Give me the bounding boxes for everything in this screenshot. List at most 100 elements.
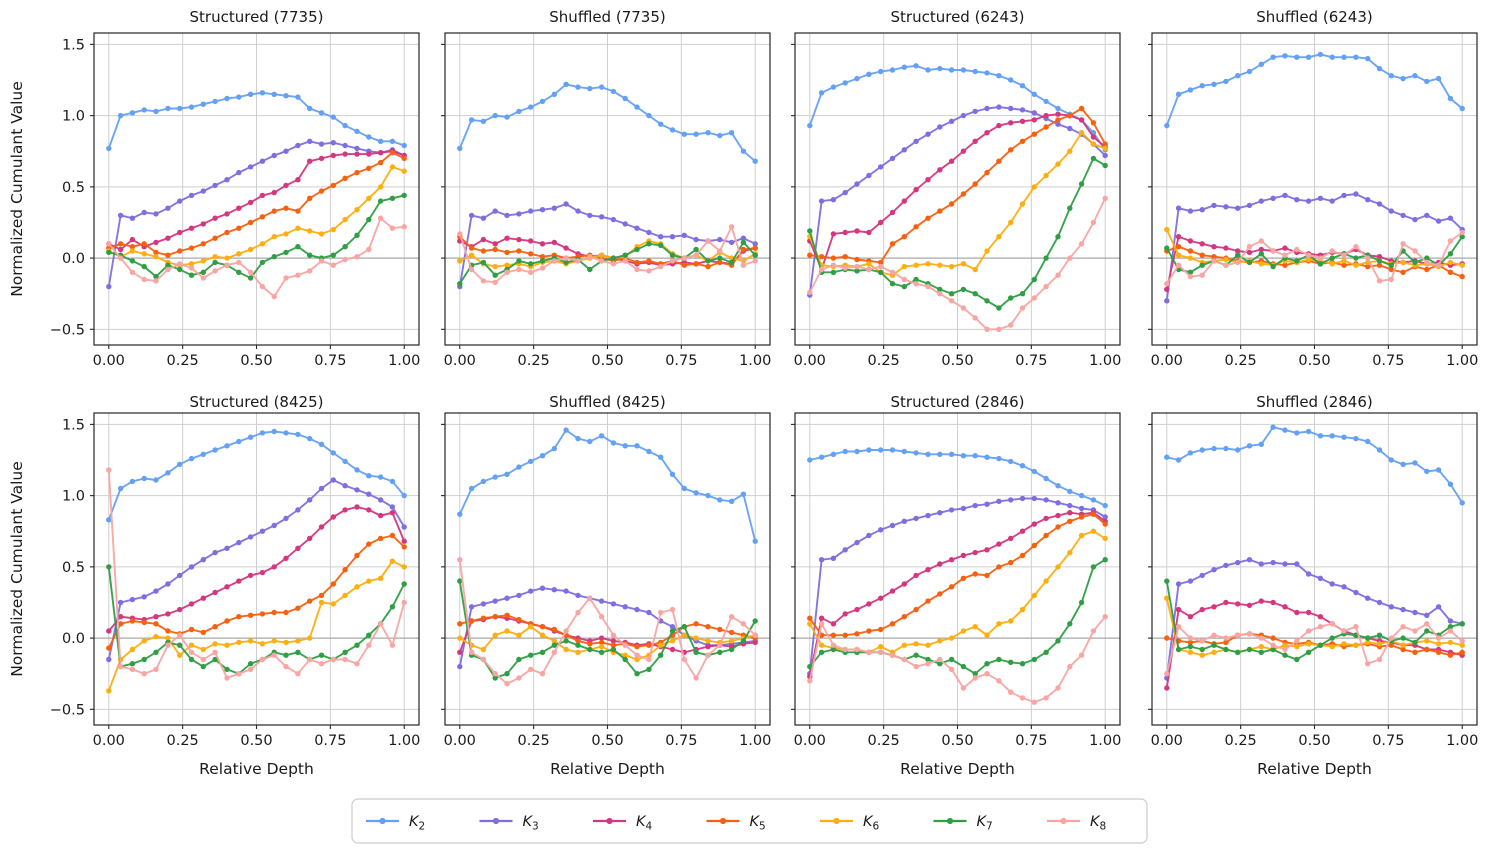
data-point: [106, 517, 112, 523]
data-point: [866, 266, 872, 273]
data-point: [889, 588, 896, 594]
panel-shuffled-8425: 0.00 0.25 0.50 0.75 1.00 Relative Depth Shuffl…: [441, 393, 771, 778]
data-point: [984, 547, 990, 553]
data-point: [1246, 202, 1253, 209]
data-point: [1365, 197, 1371, 203]
data-point: [188, 649, 195, 655]
data-point: [1055, 161, 1061, 167]
data-point: [1317, 575, 1324, 581]
data-point: [153, 108, 159, 115]
data-point: [366, 134, 372, 140]
data-point: [658, 642, 664, 648]
data-point: [1235, 205, 1241, 211]
data-point: [1175, 624, 1182, 630]
data-point: [740, 148, 747, 154]
data-point: [551, 638, 557, 644]
data-point: [1282, 652, 1288, 658]
data-point: [1067, 205, 1073, 211]
panel-shuffled-7735: 0.00 0.25 0.50 0.75 1.00 Shuffled (7735): [441, 8, 771, 369]
data-point: [818, 557, 825, 563]
data-point: [106, 241, 112, 247]
data-point: [563, 638, 569, 644]
data-point: [188, 272, 195, 278]
data-point: [342, 142, 348, 149]
data-point: [1246, 244, 1253, 250]
data-point: [1317, 642, 1324, 648]
data-point: [516, 464, 522, 470]
data-point: [575, 208, 581, 214]
data-point: [551, 258, 557, 264]
data-point: [1164, 245, 1170, 251]
data-point: [1067, 663, 1073, 670]
data-point: [1199, 572, 1205, 579]
data-point: [342, 216, 348, 223]
data-point: [830, 262, 837, 268]
data-point: [1376, 254, 1383, 260]
data-point: [480, 259, 487, 266]
series-K5: [106, 150, 407, 258]
data-point: [1246, 259, 1253, 266]
data-point: [563, 646, 569, 653]
data-point: [728, 498, 735, 504]
data-point: [984, 501, 990, 507]
data-point: [1294, 430, 1300, 436]
data-point: [528, 652, 534, 658]
data-point: [539, 265, 546, 271]
data-point: [106, 688, 112, 694]
data-point: [153, 278, 159, 284]
data-point: [1424, 255, 1430, 261]
data-point: [1412, 609, 1418, 616]
data-point: [830, 451, 837, 457]
data-point: [669, 624, 676, 630]
tick-marks: [791, 423, 1106, 729]
data-point: [575, 642, 581, 648]
data-point: [948, 656, 955, 663]
data-point: [1353, 191, 1359, 197]
x-tick-label: 0.00: [1151, 733, 1183, 749]
data-point: [468, 485, 475, 492]
data-point: [1235, 649, 1241, 655]
data-point: [177, 572, 183, 579]
data-point: [984, 298, 990, 304]
data-point: [996, 678, 1002, 684]
data-point: [854, 539, 860, 546]
data-point: [457, 635, 463, 641]
data-point: [516, 236, 522, 243]
data-point: [283, 430, 289, 436]
data-point: [984, 632, 990, 638]
data-point: [516, 675, 522, 681]
data-point: [681, 131, 687, 137]
data-point: [247, 666, 254, 673]
legend-item-K3: K3: [479, 814, 539, 833]
data-point: [188, 245, 195, 251]
data-point: [563, 81, 569, 88]
data-point: [830, 642, 837, 648]
data-point: [129, 596, 136, 603]
data-point: [1055, 524, 1061, 530]
data-point: [1412, 248, 1418, 254]
x-tick-label: 1.00: [1089, 353, 1121, 369]
data-point: [504, 671, 510, 677]
data-point: [598, 614, 605, 620]
data-point: [1353, 255, 1359, 261]
data-point: [598, 84, 605, 90]
legend-item-K4: K4: [593, 814, 653, 833]
data-point: [913, 450, 919, 456]
data-point: [457, 621, 463, 627]
panel-title: Shuffled (7735): [549, 8, 665, 26]
data-point: [598, 639, 605, 646]
data-point: [224, 95, 230, 102]
data-point: [901, 614, 907, 620]
data-point: [117, 621, 124, 627]
data-point: [752, 258, 758, 264]
data-point: [948, 635, 955, 641]
data-point: [1341, 54, 1347, 60]
data-point: [1329, 635, 1335, 641]
data-point: [528, 666, 534, 673]
data-point: [377, 159, 384, 166]
data-point: [318, 485, 325, 492]
data-point: [1187, 649, 1194, 655]
data-point: [1376, 447, 1383, 453]
data-point: [948, 291, 955, 297]
data-point: [1435, 604, 1442, 610]
